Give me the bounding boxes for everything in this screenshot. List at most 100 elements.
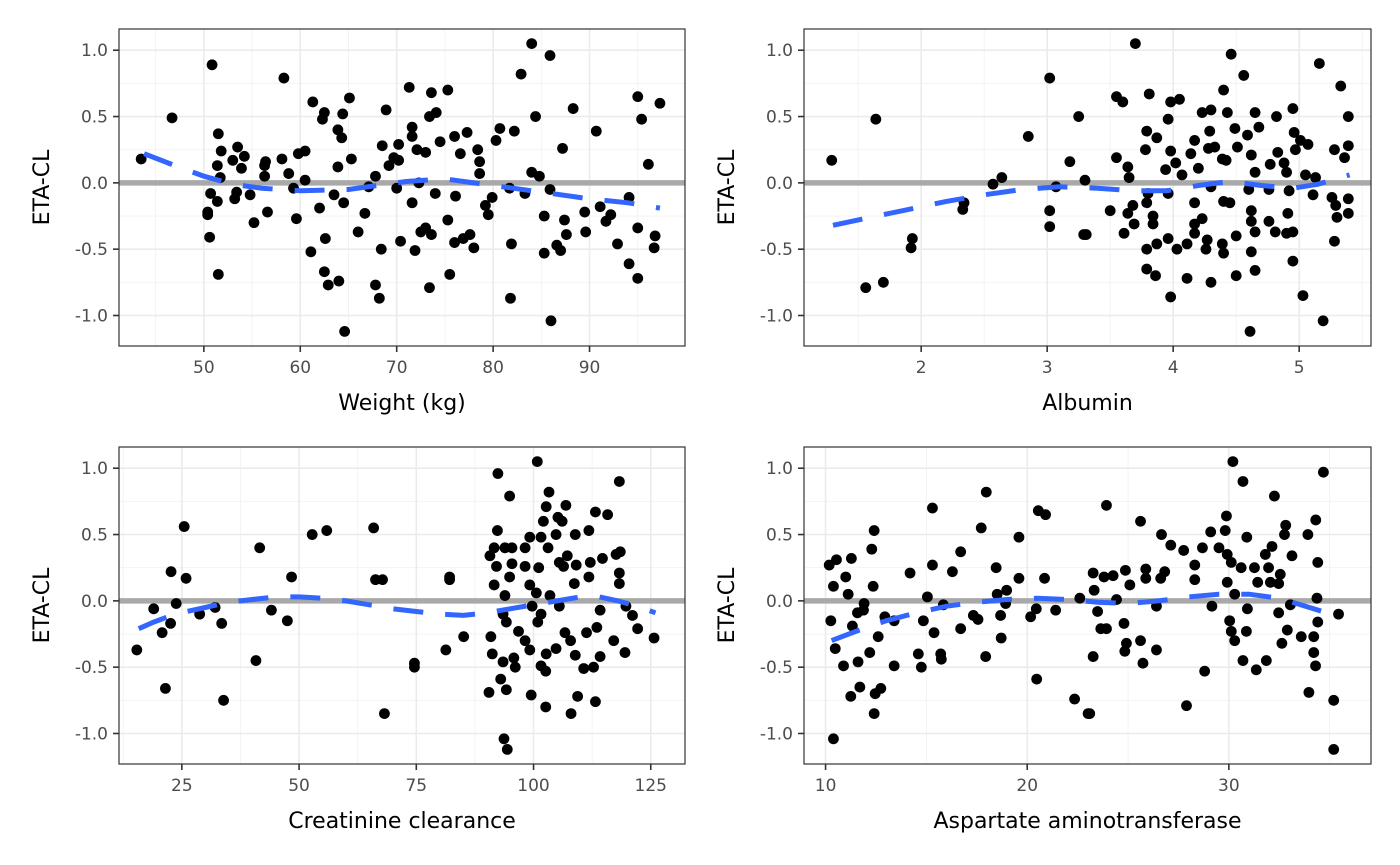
data-point — [947, 566, 958, 578]
data-point — [1308, 631, 1320, 643]
data-point — [561, 550, 573, 562]
data-point — [1287, 255, 1299, 267]
data-point — [584, 556, 596, 568]
data-point — [565, 635, 576, 647]
data-point — [591, 621, 603, 633]
x-tick-label: 25 — [171, 776, 193, 796]
data-point — [491, 560, 502, 572]
smooth-trend-line — [830, 591, 1341, 643]
data-point — [1303, 686, 1315, 698]
data-point — [557, 142, 568, 154]
data-point — [550, 529, 562, 540]
data-point — [1122, 207, 1134, 219]
data-point — [530, 111, 541, 122]
data-point — [1249, 562, 1260, 574]
data-point — [1127, 200, 1139, 211]
data-point — [995, 610, 1006, 621]
data-point — [912, 648, 924, 660]
data-point — [1160, 164, 1172, 175]
data-point — [840, 571, 852, 583]
data-point — [1151, 644, 1162, 656]
data-point — [492, 525, 503, 536]
data-point — [370, 279, 381, 291]
data-point — [825, 615, 837, 627]
data-point — [1245, 215, 1257, 227]
scatter-points — [131, 456, 660, 755]
data-point — [1101, 623, 1112, 635]
data-point — [1199, 665, 1211, 677]
data-point — [905, 242, 917, 254]
data-point — [1300, 169, 1311, 181]
y-tick-label: 0.5 — [81, 108, 108, 128]
data-point — [156, 627, 168, 639]
data-point — [975, 522, 987, 534]
data-point — [1253, 121, 1265, 133]
data-point — [380, 104, 392, 116]
data-point — [318, 266, 330, 278]
data-point — [236, 162, 247, 174]
data-point — [449, 237, 460, 248]
data-point — [508, 652, 520, 664]
data-point — [1165, 539, 1177, 551]
data-point — [917, 615, 929, 627]
data-point — [877, 276, 889, 288]
data-point — [165, 618, 176, 629]
data-point — [352, 226, 364, 238]
data-point — [538, 210, 550, 222]
data-point — [1039, 572, 1050, 584]
data-point — [642, 158, 654, 170]
scatter-points — [823, 456, 1344, 755]
x-tick-label: 3 — [1042, 358, 1053, 378]
data-point — [442, 84, 454, 96]
data-point — [211, 160, 223, 172]
data-point — [484, 550, 496, 562]
y-tick-label: 0.0 — [766, 174, 793, 194]
y-tick-label: 1.0 — [81, 459, 108, 479]
panel-background — [804, 29, 1371, 346]
x-tick-label: 60 — [289, 358, 311, 378]
data-point — [828, 733, 839, 745]
data-point — [1040, 509, 1051, 521]
y-tick-label: 1.0 — [81, 41, 108, 61]
data-point — [409, 661, 420, 673]
data-point — [1328, 694, 1340, 706]
data-point — [1107, 570, 1119, 582]
x-tick-label: 75 — [405, 776, 427, 796]
data-point — [480, 200, 491, 211]
data-point — [495, 673, 507, 685]
data-point — [1263, 562, 1274, 574]
data-point — [1225, 48, 1237, 60]
data-point — [406, 197, 418, 209]
data-point — [537, 515, 549, 527]
data-point — [1272, 146, 1284, 158]
data-point — [1192, 162, 1204, 174]
data-point — [1118, 227, 1130, 239]
panel-aspartate-aminotransferase: 10 20 30 -1.0 -0.5 0.0 0.5 1.0 Aspartate aminotr… — [715, 446, 1372, 834]
data-point — [504, 571, 516, 583]
data-point — [1080, 229, 1092, 240]
data-point — [1279, 529, 1290, 540]
data-point — [872, 631, 884, 643]
data-point — [1206, 600, 1218, 612]
data-point — [524, 644, 536, 656]
data-point — [868, 708, 880, 719]
data-point — [486, 192, 498, 203]
data-point — [1297, 290, 1309, 301]
data-point — [1135, 515, 1146, 527]
data-point — [254, 542, 266, 554]
data-point — [345, 153, 357, 165]
panel-weight: 50 60 70 80 90 -1.0 -0.5 0.0 0.5 1.0 Weight (kg) ET… — [30, 28, 686, 416]
data-point — [1241, 603, 1253, 615]
data-point — [212, 128, 224, 140]
data-point — [648, 242, 660, 254]
data-point — [1221, 510, 1232, 522]
data-point — [1342, 111, 1354, 122]
data-point — [458, 631, 470, 643]
data-point — [922, 591, 933, 603]
data-point — [906, 233, 918, 244]
data-point — [1273, 578, 1285, 590]
data-point — [996, 172, 1008, 183]
data-point — [482, 209, 494, 221]
data-point — [1331, 211, 1343, 223]
x-tick-label: 4 — [1168, 358, 1179, 378]
